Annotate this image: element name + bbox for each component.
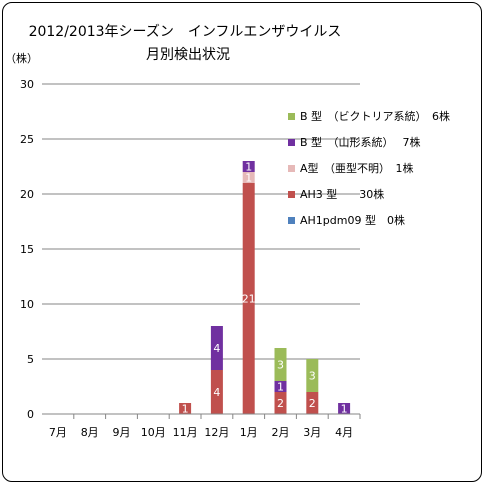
legend-swatch (288, 139, 295, 146)
data-label: 21 (242, 293, 256, 306)
bar-segment (242, 183, 255, 414)
legend-swatch (288, 113, 295, 120)
bar-segment (274, 392, 287, 414)
data-label: 3 (309, 370, 316, 383)
data-label: 1 (341, 403, 348, 416)
axis-layer: 0 5 10 15 20 25 30 7月 8月 9月 10月 11月 12月 1月 2月 3月 4月 (20, 78, 361, 439)
bar-segment (274, 348, 287, 381)
bar-segment (306, 392, 319, 414)
bar-segment (179, 403, 192, 414)
data-label: 4 (213, 342, 220, 355)
bar-segment (306, 359, 319, 392)
x-tick-label: 8月 (81, 426, 99, 439)
bar-segment (242, 161, 255, 172)
data-label: 3 (277, 359, 284, 372)
x-tick-label: 2月 (272, 426, 290, 439)
y-tick-label: 30 (20, 78, 34, 91)
bar-segment (274, 381, 287, 392)
y-tick-label: 15 (20, 243, 34, 256)
data-label: 2 (309, 397, 316, 410)
data-label: 1 (277, 381, 284, 394)
bar-segment (210, 326, 223, 370)
x-tick-label: 12月 (204, 426, 229, 439)
legend-label: B 型 （ビクトリア系統） 6株 (300, 109, 450, 123)
legend-label: B 型 （山形系統） 7株 (300, 135, 421, 149)
data-label: 4 (213, 386, 220, 399)
y-tick-label: 10 (20, 298, 34, 311)
y-tick-label: 20 (20, 188, 34, 201)
y-axis-label: （株） (5, 51, 38, 65)
x-tick-label: 3月 (303, 426, 321, 439)
chart-frame (2, 2, 482, 482)
legend-swatch (288, 217, 295, 224)
y-tick-label: 25 (20, 133, 34, 146)
bar-segment (242, 172, 255, 183)
legend-swatch (288, 191, 295, 198)
legend-label: AH3 型 30株 (300, 187, 384, 201)
x-tick-label: 7月 (49, 426, 67, 439)
data-label: 2 (277, 397, 284, 410)
bar-segment (210, 370, 223, 414)
y-tick-label: 5 (27, 353, 34, 366)
legend-label: A型 （亜型不明） 1株 (300, 161, 414, 175)
data-label: 1 (245, 172, 252, 185)
data-label: 1 (182, 403, 189, 416)
bar-segment (338, 403, 351, 414)
y-tick-label: 0 (27, 408, 34, 421)
legend: B 型 （ビクトリア系統） 6株 B 型 （山形系統） 7株 A型 （亜型不明） 1… (288, 109, 450, 227)
x-tick-label: 1月 (240, 426, 258, 439)
chart-title-line1: 2012/2013年シーズン インフルエンザウイルス (29, 24, 342, 40)
chart-title-line2: 月別検出状況 (146, 47, 230, 63)
data-label: 1 (245, 161, 252, 174)
x-tick-label: 11月 (173, 426, 198, 439)
x-tick-label: 9月 (113, 426, 131, 439)
x-tick-label: 10月 (141, 426, 166, 439)
legend-label: AH1pdm09 型 0株 (300, 213, 405, 227)
x-tick-label: 4月 (335, 426, 353, 439)
legend-swatch (288, 165, 295, 172)
